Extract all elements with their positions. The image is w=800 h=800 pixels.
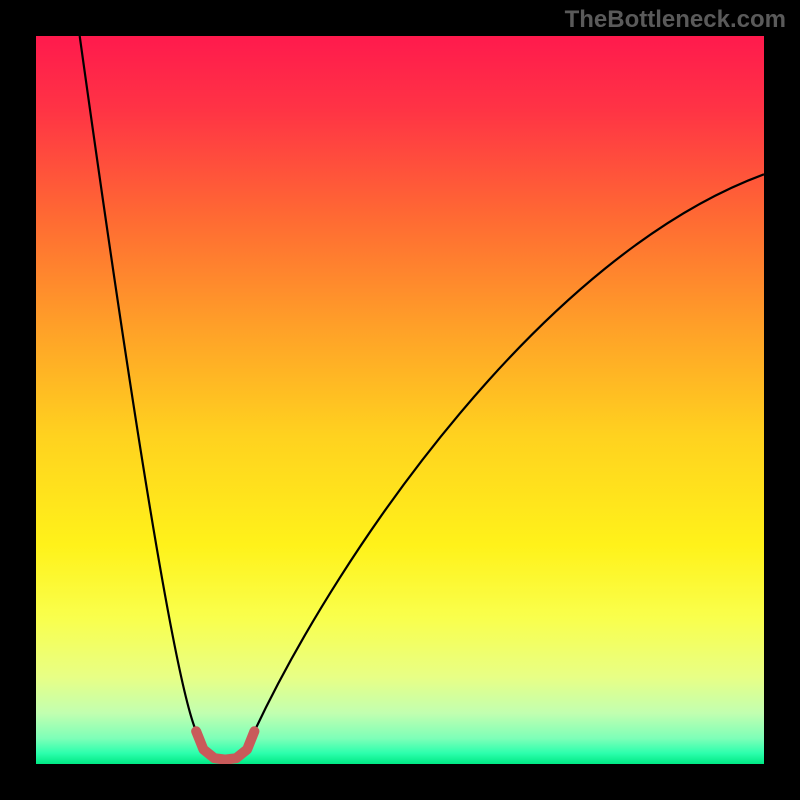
valley-marker — [196, 731, 254, 759]
curve-left-branch — [80, 36, 196, 731]
chart-frame: TheBottleneck.com — [0, 0, 800, 800]
watermark-text: TheBottleneck.com — [565, 6, 786, 34]
curve-right-branch — [254, 174, 764, 731]
plot-area — [36, 36, 764, 764]
chart-svg — [36, 36, 764, 764]
